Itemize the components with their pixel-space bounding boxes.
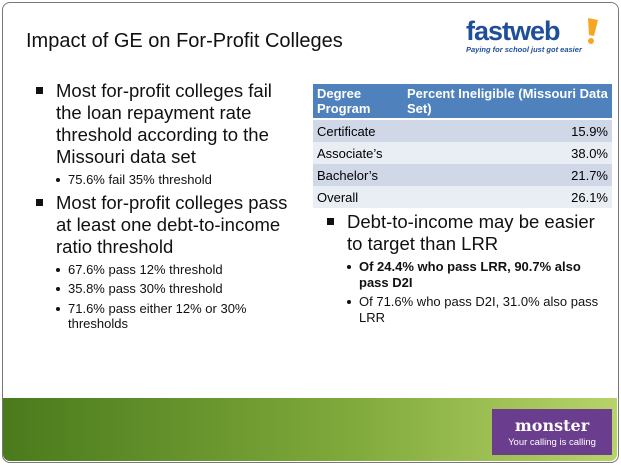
sub-bullet: Of 71.6% who pass D2I, 31.0% also pass L… — [325, 294, 605, 325]
table-cell: Associate’s — [317, 145, 383, 161]
table-cell: Overall — [317, 189, 359, 205]
sub-bullet: 75.6% fail 35% threshold — [34, 172, 296, 188]
logo: fastweb Paying for school just got easie… — [466, 16, 606, 66]
sub-bullet: 71.6% pass either 12% or 30% thresholds — [34, 301, 296, 332]
logo-text: fastweb — [466, 16, 561, 46]
bullet: Debt-to-income may be easier to target t… — [325, 211, 605, 255]
footer-logo-text: monster — [514, 416, 590, 435]
table-cell: 26.1% — [571, 189, 608, 205]
sub-bullet: 35.8% pass 30% threshold — [34, 281, 296, 297]
sub-bullet: 67.6% pass 12% threshold — [34, 262, 296, 278]
column-header: Percent Ineligible (Missouri Data Set) — [403, 84, 612, 120]
table-row: Overall 26.1% — [313, 186, 612, 208]
column-header: Degree Program — [313, 84, 403, 120]
right-bullets: Debt-to-income may be easier to target t… — [325, 211, 605, 329]
bullet: Most for-profit colleges fail the loan r… — [34, 80, 296, 168]
table-row: Bachelor’s 21.7% — [313, 164, 612, 186]
logo-icon — [588, 18, 598, 44]
table-row: Associate’s 38.0% — [313, 142, 612, 164]
table-cell: 21.7% — [571, 167, 608, 183]
left-bullets: Most for-profit colleges fail the loan r… — [34, 80, 296, 336]
logo-tagline: Paying for school just got easier — [466, 45, 582, 54]
footer-tagline: Your calling is calling — [508, 437, 596, 448]
footer-logo: monster Your calling is calling — [492, 409, 612, 455]
header-row: Degree Program Percent Ineligible (Missou… — [313, 84, 612, 120]
sub-bullet: Of 24.4% who pass LRR, 90.7% also pass D… — [325, 259, 605, 290]
table-cell: Certificate — [317, 123, 376, 139]
title: Impact of GE on For-Profit Colleges — [26, 30, 343, 52]
bullet: Most for-profit colleges pass at least o… — [34, 192, 296, 258]
table-cell: 38.0% — [571, 145, 608, 161]
table-cell: Bachelor’s — [317, 167, 378, 183]
table-cell: 15.9% — [571, 123, 608, 139]
table: Degree Program Percent Ineligible (Missou… — [313, 84, 612, 208]
table-row: Certificate 15.9% — [313, 119, 612, 142]
